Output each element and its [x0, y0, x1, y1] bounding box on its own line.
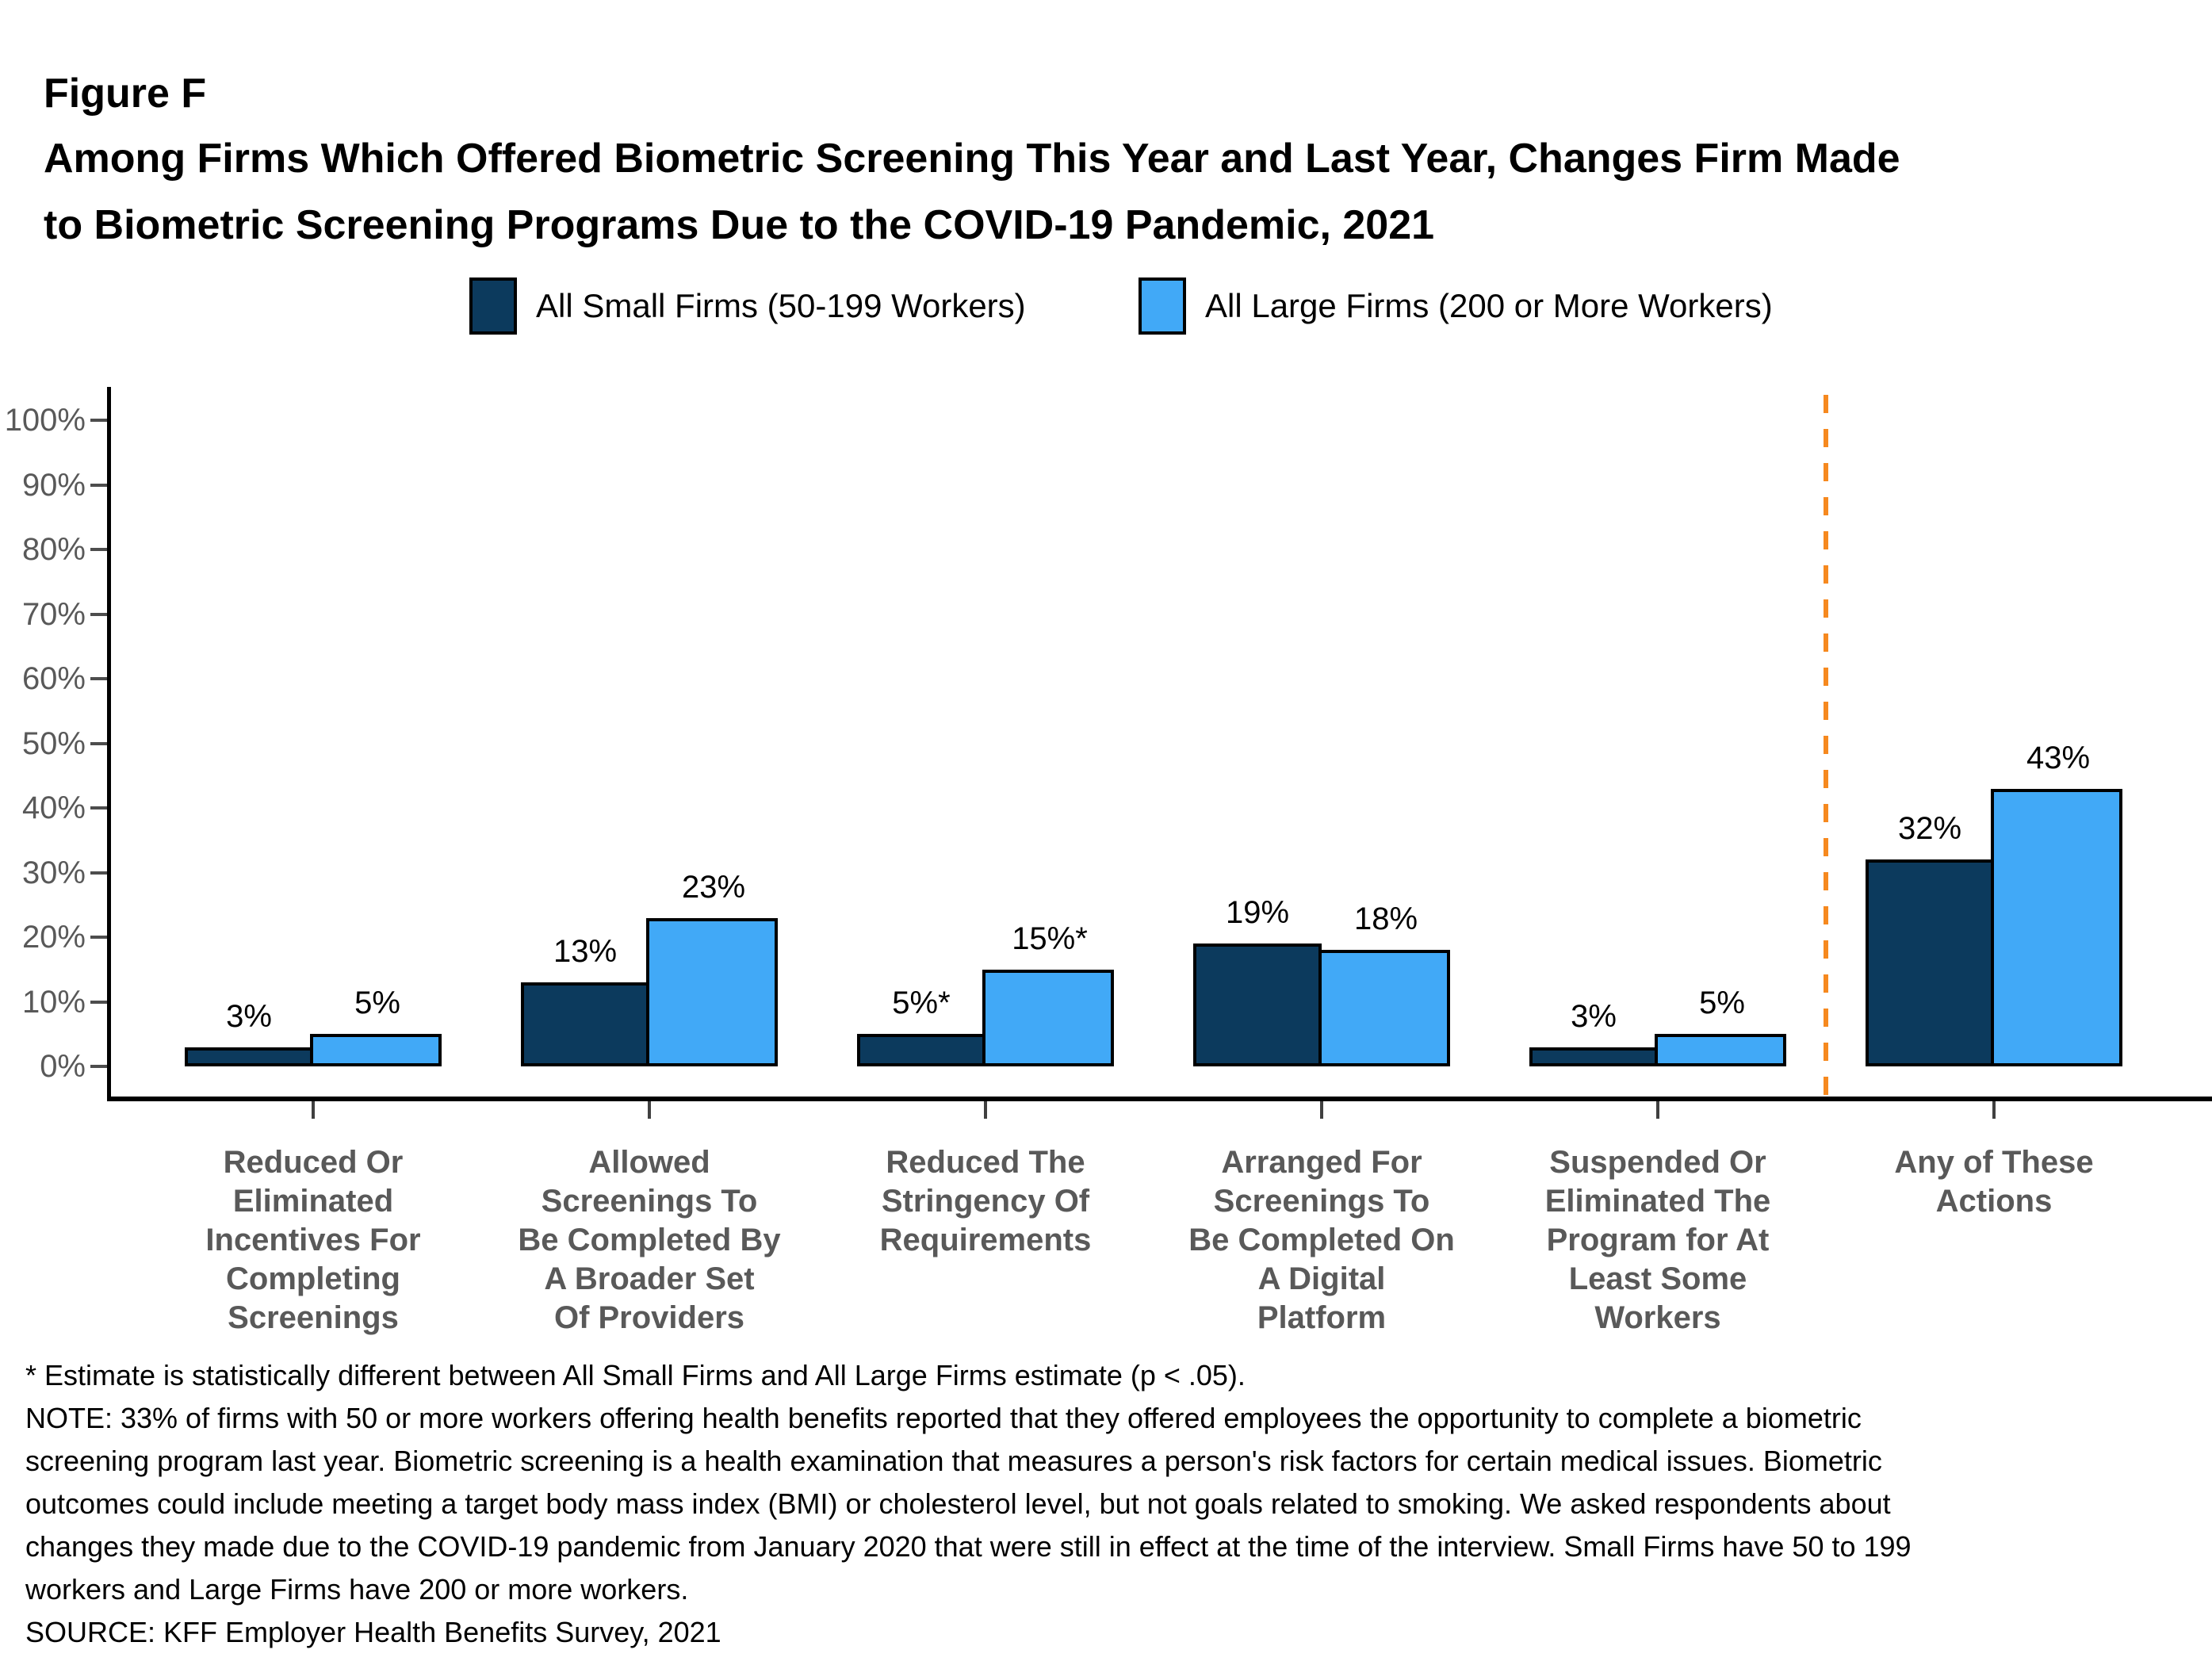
- y-axis-tick-label: 50%: [21, 725, 86, 761]
- x-axis-line: [107, 1097, 2212, 1101]
- chart-title-line-2: to Biometric Screening Programs Due to t…: [44, 202, 1435, 248]
- y-axis-tick: [90, 1065, 107, 1068]
- bar-value-small-firms: 3%: [1571, 998, 1617, 1034]
- y-axis-tick: [90, 612, 107, 616]
- bar-value-large-firms: 43%: [2026, 740, 2091, 775]
- y-axis-tick-label: 60%: [21, 661, 86, 696]
- y-axis-tick-label: 80%: [21, 532, 86, 567]
- y-axis-tick-label: 20%: [21, 920, 86, 955]
- y-axis-tick: [90, 483, 107, 487]
- x-axis-tick: [984, 1101, 987, 1119]
- y-axis-line: [107, 387, 111, 1101]
- y-axis-tick: [90, 741, 107, 745]
- footnote-significance: * Estimate is statistically different be…: [25, 1359, 1246, 1391]
- y-axis-tick: [90, 1000, 107, 1004]
- x-axis-tick: [1320, 1101, 1323, 1119]
- x-axis-tick: [312, 1101, 315, 1119]
- bar-value-large-firms: 5%: [354, 986, 400, 1021]
- y-axis-tick: [90, 419, 107, 422]
- bar-large-firms: [1655, 1034, 1786, 1066]
- bar-large-firms: [310, 1034, 442, 1066]
- bar-value-large-firms: 18%: [1353, 901, 1418, 937]
- bar-large-firms: [1318, 950, 1450, 1066]
- category-label: Any of These Actions: [1894, 1145, 2094, 1219]
- footnote-note-line-1: NOTE: 33% of firms with 50 or more worke…: [25, 1402, 1862, 1434]
- footnote-note-line-2: screening program last year. Biometric s…: [25, 1445, 1882, 1477]
- bar-large-firms: [1991, 788, 2122, 1066]
- y-axis-tick: [90, 806, 107, 810]
- bar-value-small-firms: 32%: [1897, 811, 1962, 847]
- y-axis-tick: [90, 548, 107, 551]
- y-axis-tick-label: 40%: [21, 790, 86, 825]
- bar-small-firms: [1193, 944, 1322, 1066]
- bar-large-firms: [646, 917, 778, 1066]
- y-axis-tick-label: 0%: [40, 1049, 86, 1084]
- bar-value-large-firms: 23%: [681, 869, 746, 905]
- y-axis-tick-label: 90%: [21, 467, 86, 503]
- bar-value-large-firms: 5%: [1699, 986, 1745, 1021]
- bar-small-firms: [185, 1047, 313, 1066]
- bar-small-firms: [857, 1034, 985, 1066]
- y-axis-tick-label: 30%: [21, 855, 86, 890]
- legend-swatch-large-firms: [1139, 278, 1186, 335]
- chart-title-line-1: Among Firms Which Offered Biometric Scre…: [44, 136, 1900, 182]
- footnote-note-line-4: changes they made due to the COVID-19 pa…: [25, 1530, 1912, 1563]
- category-label: Allowed Screenings To Be Completed By A …: [518, 1145, 781, 1335]
- figure-label: Figure F: [44, 71, 207, 117]
- footnote-note-line-3: outcomes could include meeting a target …: [25, 1487, 1891, 1520]
- y-axis-tick: [90, 871, 107, 875]
- x-axis-tick: [1992, 1101, 1996, 1119]
- category-label: Reduced The Stringency Of Requirements: [879, 1145, 1092, 1257]
- bar-value-small-firms: 13%: [553, 934, 618, 970]
- footnote-source: SOURCE: KFF Employer Health Benefits Sur…: [25, 1616, 721, 1648]
- y-axis-tick-label: 100%: [4, 403, 86, 438]
- category-label: Reduced Or Eliminated Incentives For Com…: [205, 1145, 421, 1335]
- bar-small-firms: [521, 982, 649, 1066]
- bar-value-small-firms: 19%: [1225, 895, 1290, 931]
- y-axis-tick: [90, 677, 107, 680]
- legend-label-large-firms: All Large Firms (200 or More Workers): [1205, 287, 1773, 324]
- category-label: Arranged For Screenings To Be Completed …: [1188, 1145, 1455, 1335]
- category-label: Suspended Or Eliminated The Program for …: [1544, 1145, 1771, 1335]
- bar-value-small-firms: 3%: [226, 998, 272, 1034]
- bar-large-firms: [982, 969, 1114, 1066]
- bar-value-large-firms: 15%*: [1012, 921, 1088, 956]
- y-axis-tick-label: 70%: [21, 596, 86, 632]
- footnote-note-line-5: workers and Large Firms have 200 or more…: [25, 1573, 689, 1606]
- legend-swatch-small-firms: [469, 278, 517, 335]
- x-axis-tick: [1656, 1101, 1659, 1119]
- y-axis-tick: [90, 936, 107, 939]
- bar-small-firms: [1529, 1047, 1658, 1066]
- separator-dashed-line: [1824, 395, 1828, 1097]
- x-axis-tick: [648, 1101, 651, 1119]
- y-axis-tick-label: 10%: [21, 984, 86, 1020]
- bar-value-small-firms: 5%*: [892, 986, 951, 1021]
- bar-small-firms: [1866, 859, 1994, 1066]
- legend-label-small-firms: All Small Firms (50-199 Workers): [536, 287, 1026, 324]
